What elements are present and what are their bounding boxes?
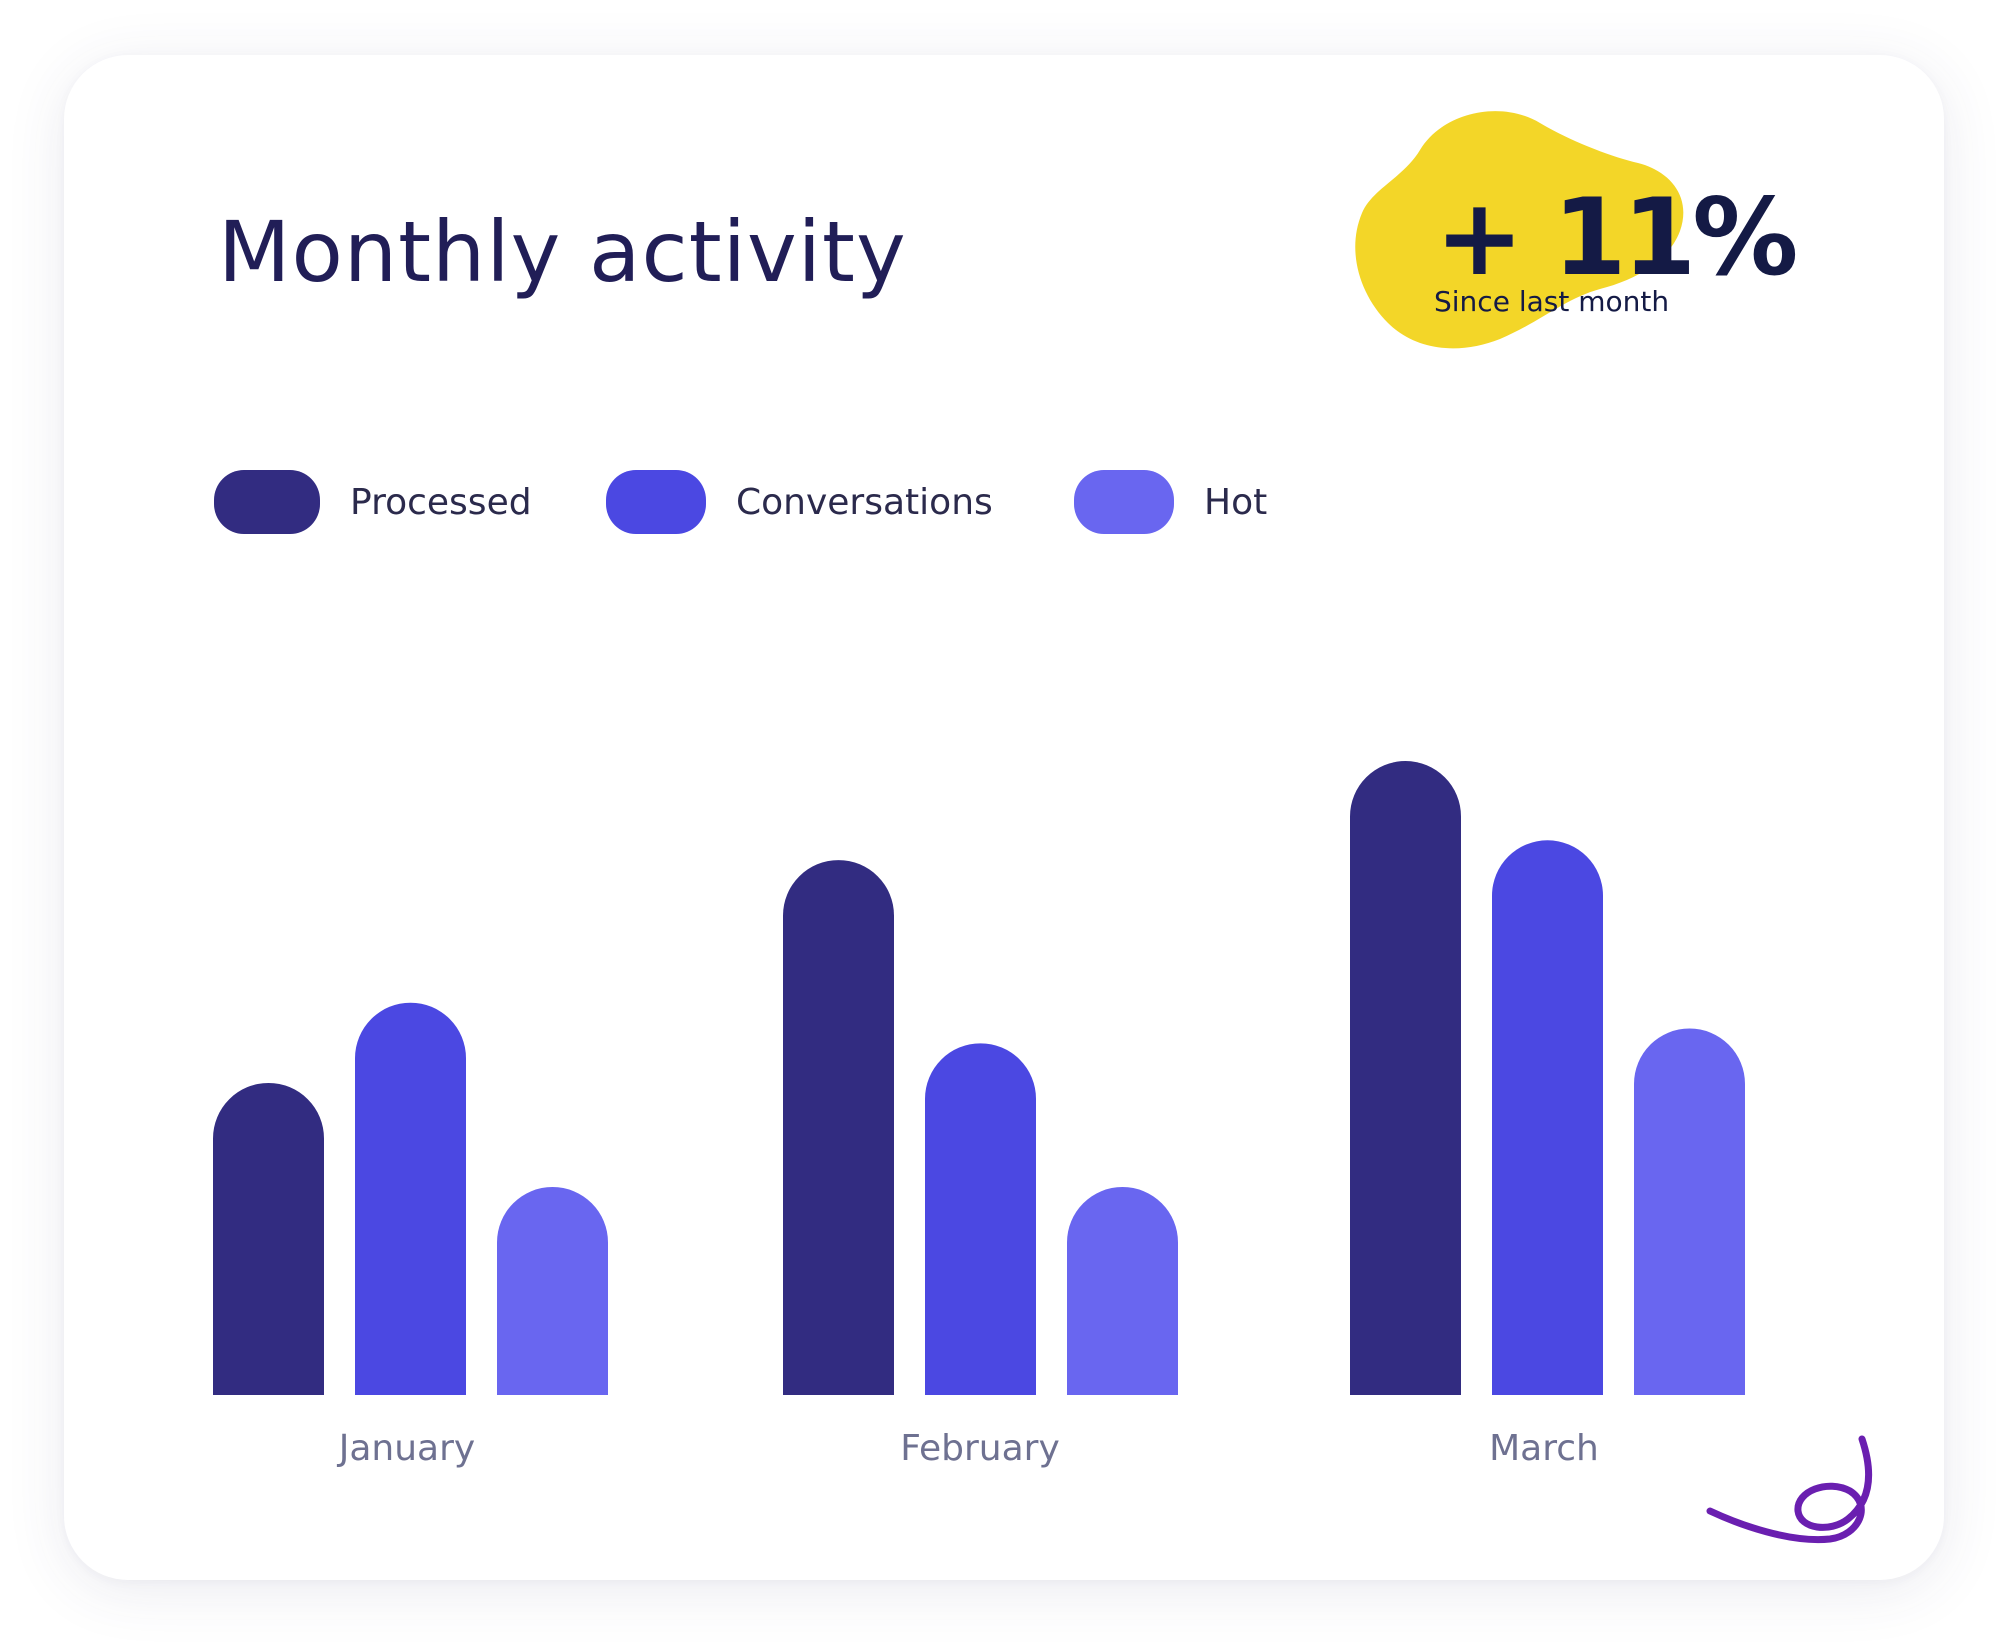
legend-item-conversations: Conversations [606,470,993,534]
bar-march-hot [1634,1028,1745,1395]
legend-label-processed: Processed [350,481,532,523]
percent-change-caption: Since last month [1434,285,1670,318]
legend-swatch-processed [214,470,320,534]
bar-january-processed [213,1082,324,1395]
x-tick-label-february: February [900,1428,1060,1469]
legend-swatch-hot [1074,470,1174,534]
x-tick-label-january: January [337,1428,475,1469]
legend-item-processed: Processed [214,470,532,534]
chart-title: Monthly activity [218,203,907,301]
bar-february-hot [1067,1186,1178,1395]
bar-march-processed [1350,761,1461,1395]
bar-february-processed [783,860,894,1395]
bar-january-conversations [355,1002,466,1395]
bar-march-conversations [1492,840,1603,1395]
squiggle-logo-icon [1706,1435,1873,1544]
change-badge: + 11% Since last month [1350,105,1798,365]
yellow-blob-shape [1355,111,1684,349]
legend-swatch-conversations [606,470,706,534]
percent-change-value: + 11% [1435,176,1798,299]
legend-item-hot: Hot [1074,470,1267,534]
legend-label-hot: Hot [1204,481,1268,523]
bar-february-conversations [925,1043,1036,1395]
x-tick-label-march: March [1489,1428,1599,1469]
bar-january-hot [497,1186,608,1395]
legend-label-conversations: Conversations [736,481,993,523]
